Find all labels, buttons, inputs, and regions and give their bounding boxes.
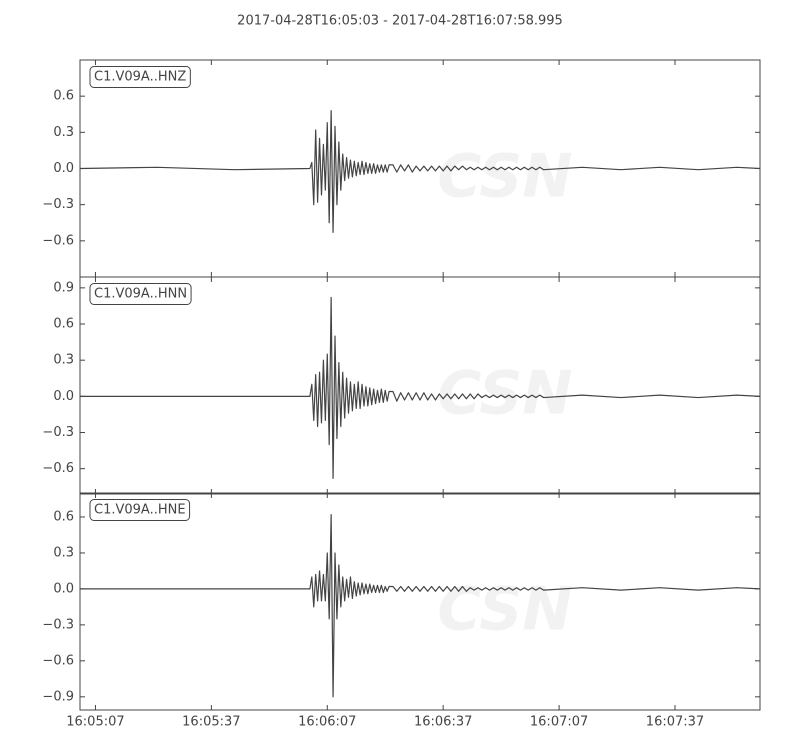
y-tick-label: 0.6	[53, 317, 74, 332]
panel-frame	[79, 276, 761, 495]
x-tick-label: 16:05:37	[182, 715, 240, 730]
waveform	[80, 296, 761, 479]
x-tick-label: 16:06:37	[414, 715, 472, 730]
trace-label-box	[89, 499, 191, 521]
y-tick-label: 0.9	[53, 280, 74, 295]
watermark: CSN	[437, 575, 572, 645]
x-tick-label: 16:07:37	[646, 715, 704, 730]
y-tick-label: 0.0	[53, 161, 74, 176]
y-tick-label: −0.3	[42, 617, 74, 632]
waveform	[79, 110, 761, 233]
y-tick-label: 0.3	[53, 353, 74, 368]
y-tick-label: 0.3	[53, 545, 74, 560]
trace-label: C1.V09A..HNZ	[94, 70, 186, 85]
x-tick-label: 16:07:07	[530, 715, 588, 730]
y-tick-label: −0.3	[42, 197, 74, 212]
panel-frame	[79, 492, 761, 711]
y-tick-label: 0.3	[53, 125, 74, 140]
watermark: CSN	[437, 359, 572, 429]
trace-label-box	[89, 283, 192, 305]
watermark: CSN	[437, 142, 572, 212]
trace-label: C1.V09A..HNE	[94, 503, 186, 518]
y-tick-label: −0.9	[42, 689, 74, 704]
y-tick-label: −0.6	[42, 233, 74, 248]
trace-label: C1.V09A..HNN	[94, 287, 187, 302]
chart-title: 2017-04-28T16:05:03 - 2017-04-28T16:07:5…	[237, 14, 563, 29]
y-tick-label: 0.6	[53, 89, 74, 104]
y-tick-label: 0.0	[53, 581, 74, 596]
x-tick-label: 16:06:07	[298, 715, 356, 730]
y-tick-label: −0.6	[42, 461, 74, 476]
waveform	[80, 513, 761, 698]
x-tick-label: 16:05:07	[66, 715, 124, 730]
y-tick-label: 0.0	[53, 389, 74, 404]
y-tick-label: −0.3	[42, 425, 74, 440]
y-tick-label: 0.6	[53, 509, 74, 524]
trace-label-box	[89, 66, 191, 88]
y-tick-label: −0.6	[42, 653, 74, 668]
